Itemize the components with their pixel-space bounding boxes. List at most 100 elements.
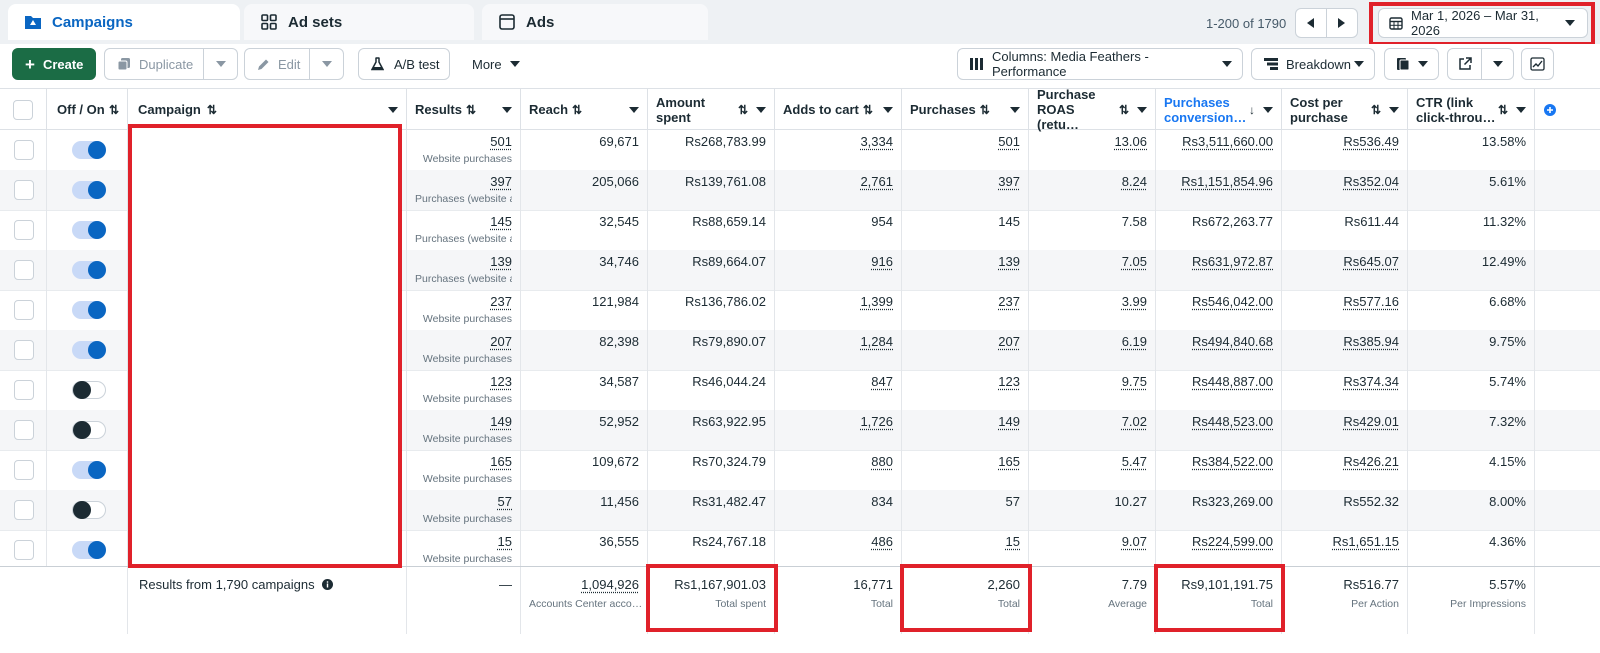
header-purchases[interactable]: Purchases ⇅ (902, 89, 1029, 130)
sort-icon[interactable]: ⇅ (572, 102, 583, 117)
campaign-status-toggle[interactable] (72, 501, 106, 519)
tab-campaigns[interactable]: Campaigns (8, 4, 240, 40)
edit-button[interactable]: Edit (244, 48, 310, 80)
results-value[interactable]: 145 (490, 214, 512, 229)
header-amount-spent[interactable]: Amount spent ⇅ (648, 89, 775, 130)
results-value[interactable]: 165 (490, 454, 512, 469)
export-dropdown-button[interactable] (1482, 48, 1514, 80)
campaign-status-toggle[interactable] (72, 301, 106, 319)
campaign-name-cell[interactable] (128, 490, 407, 530)
value-value[interactable]: Rs546,042.00 (1192, 294, 1273, 309)
atc-value[interactable]: 916 (871, 254, 893, 269)
roas-value[interactable]: 3.99 (1121, 294, 1147, 309)
campaign-status-toggle[interactable] (72, 221, 106, 239)
campaign-name-cell[interactable] (128, 170, 407, 210)
atc-value[interactable]: 486 (871, 534, 893, 549)
purchases-value[interactable]: 139 (998, 254, 1020, 269)
roas-value[interactable]: 7.05 (1121, 254, 1147, 269)
info-icon[interactable] (322, 579, 334, 590)
breakdown-button[interactable]: Breakdown (1251, 48, 1375, 80)
header-reach[interactable]: Reach ⇅ (521, 89, 648, 130)
purchases-value[interactable]: 501 (998, 134, 1020, 149)
ab-test-button[interactable]: A/B test (358, 48, 450, 80)
select-all-checkbox[interactable] (13, 99, 33, 120)
create-button[interactable]: + Create (12, 48, 96, 80)
sort-icon[interactable]: ⇅ (1118, 102, 1129, 117)
campaign-status-toggle[interactable] (72, 261, 106, 279)
header-adds-to-cart[interactable]: Adds to cart ⇅ (775, 89, 902, 130)
header-purchases-conversion-value[interactable]: Purchases conversion… ↓ (1156, 89, 1282, 130)
add-column-button[interactable] (1535, 89, 1565, 130)
campaign-status-toggle[interactable] (72, 541, 106, 559)
row-checkbox[interactable] (14, 460, 34, 480)
table-row[interactable]: 501 Website purchases 69,671 Rs268,783.99 3,… (0, 130, 1600, 171)
cpp-value[interactable]: Rs385.94 (1343, 334, 1399, 349)
previous-page-button[interactable] (1295, 8, 1327, 38)
purchases-value[interactable]: 207 (998, 334, 1020, 349)
campaign-status-toggle[interactable] (72, 181, 106, 199)
edit-dropdown-button[interactable] (310, 48, 344, 80)
campaign-name-cell[interactable] (128, 250, 407, 290)
more-button[interactable]: More (462, 48, 530, 80)
atc-value[interactable]: 3,334 (860, 134, 893, 149)
row-checkbox[interactable] (14, 180, 34, 200)
roas-value[interactable]: 13.06 (1114, 134, 1147, 149)
value-value[interactable]: Rs631,972.87 (1192, 254, 1273, 269)
reports-button[interactable] (1384, 48, 1439, 80)
campaign-status-toggle[interactable] (72, 421, 106, 439)
row-checkbox[interactable] (14, 300, 34, 320)
roas-value[interactable]: 5.47 (1121, 454, 1147, 469)
campaign-name-cell[interactable] (128, 370, 407, 410)
tab-ad-sets[interactable]: Ad sets (244, 4, 474, 40)
chevron-down-icon[interactable] (1010, 106, 1020, 113)
campaign-name-cell[interactable] (128, 330, 407, 370)
results-value[interactable]: 57 (497, 494, 512, 509)
chevron-down-icon[interactable] (1263, 106, 1273, 113)
campaign-status-toggle[interactable] (72, 461, 106, 479)
chevron-down-icon[interactable] (1137, 106, 1147, 113)
atc-value[interactable]: 847 (871, 374, 893, 389)
row-checkbox[interactable] (14, 500, 34, 520)
cpp-value[interactable]: Rs374.34 (1343, 374, 1399, 389)
results-value[interactable]: 397 (490, 174, 512, 189)
sort-icon[interactable]: ⇅ (108, 102, 119, 117)
value-value[interactable]: Rs384,522.00 (1192, 454, 1273, 469)
cpp-value[interactable]: Rs352.04 (1343, 174, 1399, 189)
tab-ads[interactable]: Ads (482, 4, 708, 40)
cpp-value[interactable]: Rs577.16 (1343, 294, 1399, 309)
results-value[interactable]: 501 (490, 134, 512, 149)
campaign-status-toggle[interactable] (72, 341, 106, 359)
row-checkbox[interactable] (14, 380, 34, 400)
campaign-name-cell[interactable] (128, 130, 407, 170)
purchases-value[interactable]: 15 (1005, 534, 1020, 549)
atc-value[interactable]: 1,399 (860, 294, 893, 309)
next-page-button[interactable] (1326, 8, 1358, 38)
cpp-value[interactable]: Rs536.49 (1343, 134, 1399, 149)
campaign-status-toggle[interactable] (72, 381, 106, 399)
roas-value[interactable]: 6.19 (1121, 334, 1147, 349)
value-value[interactable]: Rs448,523.00 (1192, 414, 1273, 429)
header-cost-per-purchase[interactable]: Cost per purchase ⇅ (1282, 89, 1408, 130)
value-value[interactable]: Rs494,840.68 (1192, 334, 1273, 349)
atc-value[interactable]: 880 (871, 454, 893, 469)
sort-icon[interactable]: ⇅ (737, 102, 748, 117)
row-checkbox[interactable] (14, 420, 34, 440)
results-value[interactable]: 149 (490, 414, 512, 429)
sort-icon[interactable]: ⇅ (979, 102, 990, 117)
duplicate-dropdown-button[interactable] (204, 48, 238, 80)
purchases-value[interactable]: 165 (998, 454, 1020, 469)
results-value[interactable]: 237 (490, 294, 512, 309)
header-results[interactable]: Results ⇅ (407, 89, 521, 130)
sort-descending-icon[interactable]: ↓ (1249, 102, 1255, 117)
table-row[interactable]: 145 Purchases (website a… 32,545 Rs88,659.1… (0, 210, 1600, 251)
results-value[interactable]: 207 (490, 334, 512, 349)
roas-value[interactable]: 7.02 (1121, 414, 1147, 429)
roas-value[interactable]: 9.75 (1121, 374, 1147, 389)
sort-icon[interactable]: ⇅ (1497, 102, 1508, 117)
cpp-value[interactable]: Rs426.21 (1343, 454, 1399, 469)
header-purchase-roas[interactable]: Purchase ROAS (retu… ⇅ (1029, 87, 1156, 132)
chevron-down-icon[interactable] (629, 106, 639, 113)
value-value[interactable]: Rs224,599.00 (1192, 534, 1273, 549)
purchases-value[interactable]: 397 (998, 174, 1020, 189)
chevron-down-icon[interactable] (1389, 106, 1399, 113)
